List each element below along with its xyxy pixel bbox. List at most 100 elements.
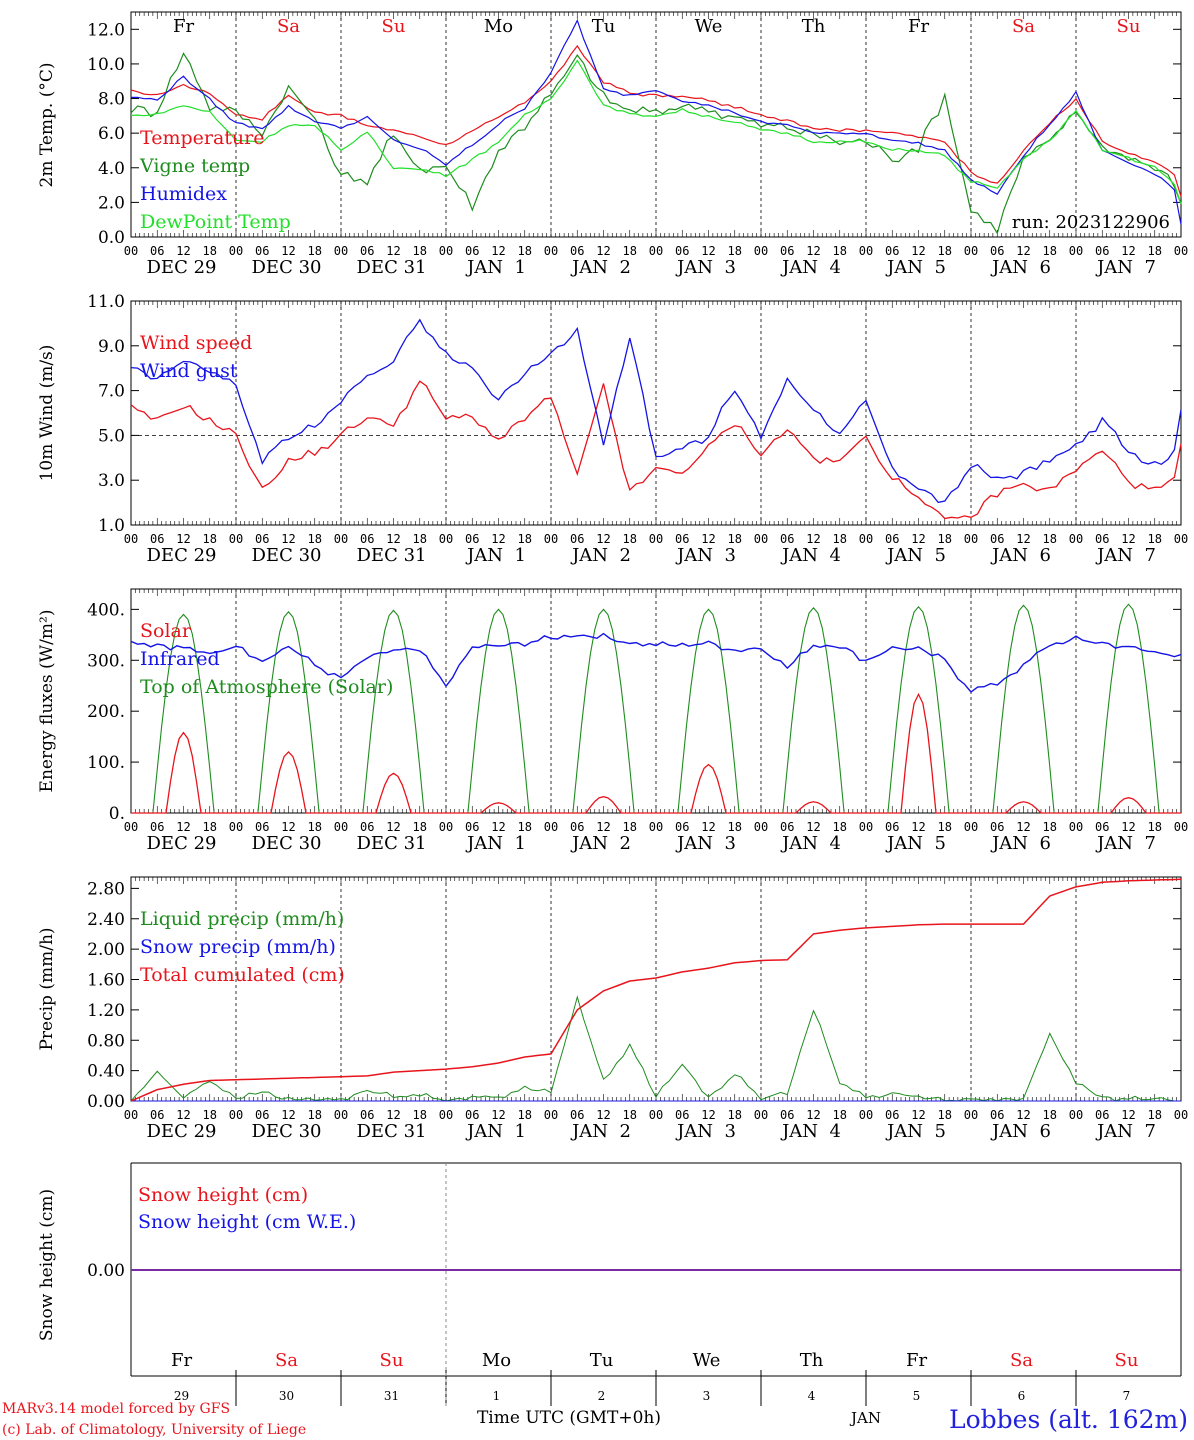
hour-tick-label: 18 (938, 1108, 952, 1122)
date-label: JAN 6 (990, 1121, 1051, 1142)
hour-tick-label: 06 (360, 532, 374, 546)
series-line-red (130, 44, 1182, 197)
hour-tick-label: 00 (1069, 820, 1083, 834)
hour-tick-label: 18 (1148, 532, 1162, 546)
weekday-label: Su (382, 16, 406, 37)
hour-tick-label: 12 (806, 244, 820, 258)
date-label: DEC 29 (147, 545, 217, 566)
hour-tick-label: 12 (701, 820, 715, 834)
weekday-label: Sa (1010, 1350, 1033, 1371)
weekday-label: Mo (484, 16, 513, 37)
hour-tick-label: 00 (754, 820, 768, 834)
hour-tick-label: 06 (150, 244, 164, 258)
hour-tick-label: 00 (544, 1108, 558, 1122)
series-line-red (130, 878, 1182, 1102)
hour-tick-label: 18 (1043, 1108, 1057, 1122)
hour-tick-label: 00 (229, 244, 243, 258)
date-label: DEC 31 (357, 833, 427, 854)
hour-tick-label: 12 (491, 1108, 505, 1122)
y-tick-label: 1.20 (87, 1001, 125, 1021)
hour-tick-label: 00 (859, 1108, 873, 1122)
weekday-label: Tu (590, 1350, 614, 1371)
hour-tick-label: 06 (570, 244, 584, 258)
hour-tick-label: 06 (885, 1108, 899, 1122)
hour-tick-label: 00 (754, 244, 768, 258)
legend-entry: Temperature (140, 127, 264, 149)
y-tick-label: 1.0 (98, 516, 125, 536)
date-label: JAN 5 (885, 545, 946, 566)
weekday-label: Sa (1012, 16, 1035, 37)
hour-tick-label: 18 (413, 532, 427, 546)
hour-tick-label: 00 (649, 1108, 663, 1122)
hour-tick-label: 12 (596, 532, 610, 546)
date-label: DEC 31 (357, 545, 427, 566)
hour-tick-label: 12 (911, 820, 925, 834)
hour-tick-label: 18 (833, 244, 847, 258)
hour-tick-label: 12 (596, 1108, 610, 1122)
hour-tick-label: 06 (990, 244, 1004, 258)
hour-tick-label: 18 (308, 1108, 322, 1122)
y-tick-label: 4.0 (98, 159, 125, 179)
date-label: DEC 30 (252, 833, 322, 854)
day-number-label: 7 (1123, 1389, 1131, 1403)
weekday-label: Th (802, 16, 826, 37)
hour-tick-label: 18 (203, 820, 217, 834)
hour-tick-label: 12 (176, 820, 190, 834)
legend-entry: Wind gust (140, 360, 238, 382)
hour-tick-label: 18 (203, 244, 217, 258)
day-number-label: 1 (493, 1389, 501, 1403)
hour-tick-label: 18 (308, 820, 322, 834)
date-label: DEC 30 (252, 257, 322, 278)
date-label: JAN 4 (780, 1121, 841, 1142)
hour-tick-label: 06 (255, 820, 269, 834)
hour-tick-label: 06 (675, 244, 689, 258)
legend-entry: Vigne temp (139, 155, 250, 177)
hour-tick-label: 00 (439, 820, 453, 834)
model-credit: MARv3.14 model forced by GFS (2, 1401, 230, 1417)
hour-tick-label: 06 (255, 532, 269, 546)
hour-tick-label: 18 (833, 820, 847, 834)
hour-tick-label: 00 (229, 1108, 243, 1122)
hour-tick-label: 06 (675, 1108, 689, 1122)
y-axis-label: Precip (mm/h) (37, 927, 57, 1050)
plot-frame (130, 588, 1182, 814)
hour-tick-label: 06 (465, 244, 479, 258)
date-label: JAN 6 (990, 833, 1051, 854)
y-tick-label: 0.00 (87, 1092, 125, 1112)
date-label: JAN 5 (885, 1121, 946, 1142)
hour-tick-label: 00 (439, 244, 453, 258)
weekday-label: We (695, 16, 723, 37)
y-tick-label: 100. (87, 753, 125, 773)
legend-entry: Top of Atmosphere (Solar) (140, 676, 393, 698)
hour-tick-label: 06 (990, 532, 1004, 546)
y-tick-label: 12.0 (87, 20, 125, 40)
y-tick-label: 0.0 (98, 228, 125, 248)
hour-tick-label: 06 (360, 244, 374, 258)
y-tick-label: 7.0 (98, 382, 125, 402)
hour-tick-label: 00 (334, 820, 348, 834)
hour-tick-label: 06 (780, 244, 794, 258)
hour-tick-label: 00 (859, 532, 873, 546)
legend-entry: DewPoint Temp (140, 211, 291, 233)
series-line-lightgreen (130, 59, 1182, 204)
station-title: Lobbes (alt. 162m) (949, 1405, 1188, 1434)
y-tick-label: 300. (87, 651, 125, 671)
date-label: JAN 7 (1095, 257, 1156, 278)
series-line-green (130, 995, 1181, 1102)
hour-tick-label: 18 (728, 532, 742, 546)
plot-frame (130, 11, 1182, 238)
hour-tick-label: 12 (491, 820, 505, 834)
y-tick-label: 2.80 (87, 879, 125, 899)
legend-entry: Liquid precip (mm/h) (140, 908, 344, 930)
hour-tick-label: 18 (833, 1108, 847, 1122)
date-label: JAN 3 (675, 545, 736, 566)
hour-tick-label: 00 (859, 820, 873, 834)
month-label: JAN (849, 1409, 881, 1427)
hour-tick-label: 00 (754, 532, 768, 546)
legend-entry: Snow height (cm) (138, 1184, 308, 1206)
hour-tick-label: 06 (570, 820, 584, 834)
hour-tick-label: 12 (491, 532, 505, 546)
y-axis-label: Energy fluxes (W/m²) (37, 610, 57, 793)
y-tick-label: 10.0 (87, 55, 125, 75)
